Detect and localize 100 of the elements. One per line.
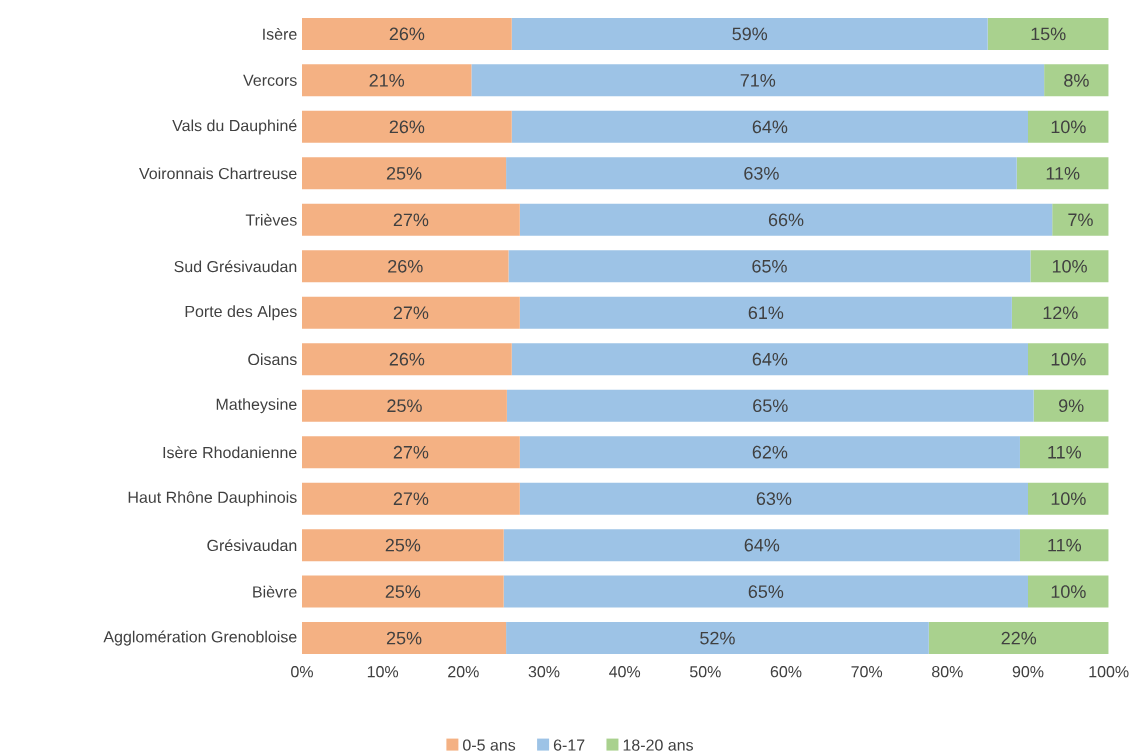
data-label: 64% bbox=[752, 352, 788, 366]
data-label: 61% bbox=[748, 306, 784, 320]
bar bbox=[506, 157, 1017, 190]
y-tick-label: Sud Grésivaudan bbox=[174, 260, 297, 273]
y-tick-label: Haut Rhône Dauphinois bbox=[128, 491, 297, 507]
bar bbox=[302, 343, 512, 376]
bar bbox=[1033, 389, 1109, 422]
bar bbox=[1028, 575, 1109, 608]
data-label: 63% bbox=[744, 166, 779, 180]
data-label: 25% bbox=[386, 166, 422, 180]
data-label: 10% bbox=[1051, 352, 1086, 366]
bar bbox=[302, 482, 520, 515]
bar bbox=[1019, 529, 1109, 562]
data-label: 65% bbox=[748, 585, 784, 598]
bar bbox=[1016, 157, 1109, 190]
bar bbox=[302, 436, 520, 469]
y-tick-label: Grésivaudan bbox=[207, 539, 297, 552]
data-label: 10% bbox=[1051, 585, 1086, 598]
data-label: 62% bbox=[752, 445, 788, 459]
data-label: 52% bbox=[700, 631, 735, 645]
data-label: 21% bbox=[369, 74, 405, 87]
data-label: 25% bbox=[387, 399, 422, 413]
bar bbox=[1044, 64, 1109, 97]
data-label: 27% bbox=[393, 492, 429, 505]
bar bbox=[503, 529, 1020, 562]
x-tick-label: 70% bbox=[851, 666, 883, 678]
x-tick-label: 80% bbox=[932, 666, 963, 678]
data-label: 9% bbox=[1059, 399, 1084, 413]
data-label: 26% bbox=[389, 120, 425, 134]
bar bbox=[302, 110, 512, 143]
data-label: 10% bbox=[1052, 259, 1087, 273]
data-label: 64% bbox=[752, 120, 788, 134]
bar bbox=[302, 157, 507, 190]
x-tick-label: 40% bbox=[609, 666, 641, 678]
bar bbox=[503, 575, 1029, 608]
x-tick-label: 90% bbox=[1012, 666, 1044, 678]
bar bbox=[1028, 110, 1109, 143]
y-tick-label: Porte des Alpes bbox=[185, 305, 297, 321]
bar bbox=[302, 389, 507, 422]
data-label: 10% bbox=[1051, 120, 1086, 134]
data-label: 12% bbox=[1043, 306, 1078, 320]
data-label: 26% bbox=[389, 27, 425, 41]
bar bbox=[302, 203, 520, 236]
data-label: 65% bbox=[753, 399, 788, 413]
y-tick-label: Agglomération Grenobloise bbox=[103, 630, 297, 646]
bar bbox=[1028, 482, 1109, 515]
legend-label: 18-20 ans bbox=[623, 739, 694, 751]
bar bbox=[302, 250, 509, 283]
x-tick-label: 0% bbox=[291, 666, 313, 678]
x-tick-label: 50% bbox=[689, 666, 721, 678]
data-label: 8% bbox=[1064, 74, 1089, 87]
bar bbox=[1052, 203, 1109, 236]
x-tick-label: 20% bbox=[448, 666, 479, 678]
bar bbox=[471, 64, 1045, 97]
bar bbox=[511, 17, 988, 50]
bar bbox=[519, 296, 1012, 329]
bar bbox=[519, 436, 1020, 469]
data-label: 7% bbox=[1068, 213, 1093, 227]
data-label: 26% bbox=[388, 259, 423, 273]
data-label: 15% bbox=[1031, 27, 1066, 41]
y-tick-label: Isère bbox=[263, 27, 297, 40]
bar bbox=[511, 343, 1029, 376]
x-tick-label: 10% bbox=[367, 666, 399, 678]
data-label: 25% bbox=[385, 538, 421, 552]
data-label: 11% bbox=[1048, 445, 1082, 459]
bar bbox=[506, 389, 1034, 422]
bar bbox=[508, 250, 1031, 283]
data-label: 25% bbox=[386, 631, 422, 645]
data-label: 11% bbox=[1048, 538, 1082, 552]
x-tick-label: 30% bbox=[528, 666, 560, 678]
bar bbox=[302, 296, 520, 329]
y-tick-label: Matheysine bbox=[216, 398, 297, 414]
bar bbox=[1011, 296, 1109, 329]
data-label: 27% bbox=[393, 306, 429, 320]
bar bbox=[519, 203, 1053, 236]
bar bbox=[302, 575, 504, 608]
bar bbox=[519, 482, 1029, 515]
legend-label: 6-17 bbox=[553, 739, 585, 751]
y-tick-label: Trièves bbox=[245, 213, 297, 226]
data-label: 27% bbox=[393, 213, 429, 227]
data-label: 27% bbox=[393, 445, 429, 459]
data-label: 10% bbox=[1051, 492, 1086, 506]
bar bbox=[1019, 436, 1109, 469]
data-label: 63% bbox=[756, 492, 792, 506]
data-label: 65% bbox=[752, 259, 787, 273]
legend-label: 0-5 ans bbox=[463, 739, 516, 751]
y-tick-label: Isère Rhodanienne bbox=[163, 446, 297, 459]
data-label: 25% bbox=[385, 585, 421, 598]
bar bbox=[1030, 250, 1109, 283]
bar bbox=[302, 17, 512, 50]
y-tick-label: Vercors bbox=[243, 74, 297, 86]
bar bbox=[302, 622, 507, 655]
data-label: 64% bbox=[744, 538, 780, 552]
bar bbox=[987, 17, 1109, 50]
y-tick-label: Oisans bbox=[248, 353, 297, 366]
bar bbox=[302, 64, 472, 97]
data-label: 66% bbox=[768, 213, 804, 227]
data-label: 26% bbox=[389, 352, 425, 366]
y-tick-label: Bièvre bbox=[253, 585, 297, 598]
data-label: 71% bbox=[740, 74, 776, 87]
